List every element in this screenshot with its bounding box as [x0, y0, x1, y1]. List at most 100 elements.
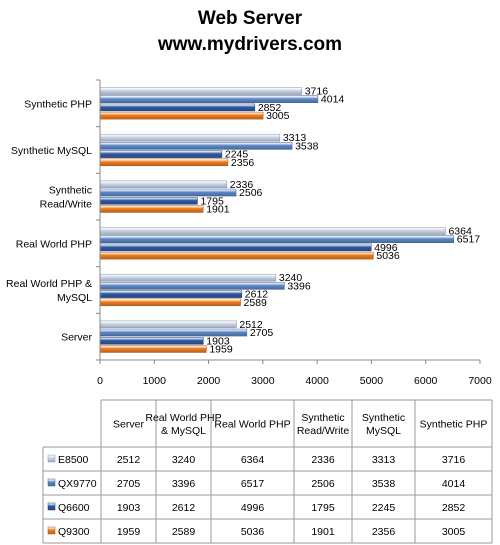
chart-title: Web Server www.mydrivers.com — [0, 6, 500, 58]
data-label: 2506 — [239, 187, 263, 199]
data-label: 2336 — [230, 179, 254, 191]
bar-q9300 — [99, 205, 204, 213]
data-label: 2245 — [225, 149, 249, 161]
category-label: MySQL — [57, 292, 92, 304]
table-column-header: Synthetic — [301, 412, 344, 424]
data-label: 2705 — [250, 327, 274, 339]
table-cell: 4014 — [442, 478, 466, 490]
data-label: 2512 — [239, 319, 263, 331]
chart-title-line-1: Web Server — [197, 8, 303, 29]
data-label: 6517 — [457, 234, 481, 246]
legend-swatch-q6600 — [47, 502, 56, 511]
bar-q9300 — [99, 345, 207, 353]
table-cell: 3005 — [442, 526, 466, 538]
category-label: Synthetic MySQL — [11, 145, 92, 157]
table-cell: 1901 — [311, 526, 335, 538]
x-tick-label: 7000 — [468, 375, 492, 387]
data-label: 3538 — [295, 140, 319, 152]
table-cell: 3240 — [172, 454, 196, 466]
table-cell: 2705 — [117, 478, 141, 490]
data-label: 1795 — [200, 195, 224, 207]
x-tick-label: 5000 — [360, 375, 384, 387]
x-tick-label: 4000 — [305, 375, 329, 387]
bar-e8500 — [99, 320, 237, 329]
bar-q9300 — [99, 251, 374, 260]
table-cell: 2852 — [442, 502, 466, 514]
legend-swatch-e8500 — [47, 454, 56, 463]
bar-e8500 — [99, 133, 281, 142]
bar-qx9770 — [99, 235, 455, 243]
data-label: 3313 — [283, 132, 307, 144]
table-cell: 6364 — [241, 454, 265, 466]
category-label: Real World PHP & — [6, 278, 92, 290]
table-column-header: Synthetic PHP — [420, 419, 488, 431]
bar-e8500 — [99, 180, 228, 189]
x-tick-label: 1000 — [143, 375, 167, 387]
data-label: 1903 — [206, 335, 230, 347]
bar-q6600 — [99, 197, 198, 205]
bar-q9300 — [99, 158, 229, 167]
data-label: 4996 — [374, 242, 398, 254]
table-cell: 3716 — [442, 454, 466, 466]
data-label: 1901 — [206, 203, 230, 215]
category-label: Real World PHP — [16, 238, 92, 250]
table-column-header: Synthetic — [362, 412, 405, 424]
data-label: 3005 — [266, 110, 290, 122]
data-label: 5036 — [376, 250, 400, 262]
table-cell: 2512 — [117, 454, 141, 466]
data-label: 2356 — [231, 157, 255, 169]
x-tick-label: 2000 — [197, 375, 221, 387]
table-column-header: Real World PHP — [214, 419, 290, 431]
category-label: Synthetic PHP — [24, 98, 92, 110]
category-label: Read/Write — [40, 199, 92, 211]
bar-q9300 — [99, 111, 264, 120]
bar-e8500 — [99, 227, 446, 235]
data-label: 3240 — [279, 272, 303, 284]
table-cell: 4996 — [241, 502, 265, 514]
legend-label: Q9300 — [58, 526, 90, 538]
data-label: 1959 — [209, 343, 233, 355]
table-cell: 2612 — [172, 502, 196, 514]
bar-q6600 — [99, 243, 372, 252]
table-column-header: Server — [113, 419, 144, 431]
bar-qx9770 — [99, 142, 293, 150]
x-tick-label: 6000 — [414, 375, 438, 387]
table-cell: 6517 — [241, 478, 265, 490]
x-tick-label: 3000 — [251, 375, 275, 387]
table-cell: 2336 — [311, 454, 335, 466]
legend-label: Q6600 — [58, 502, 90, 514]
bar-q6600 — [99, 337, 204, 345]
x-tick-label: 0 — [97, 375, 103, 387]
legend-swatch-q9300 — [47, 526, 56, 535]
data-label: 3396 — [287, 280, 311, 292]
legend-label: E8500 — [58, 454, 89, 466]
table-cell: 2245 — [372, 502, 396, 514]
table-cell: 3538 — [372, 478, 396, 490]
bar-qx9770 — [99, 95, 319, 103]
table-column-header: MySQL — [366, 425, 401, 437]
table-column-header: & MySQL — [161, 425, 206, 437]
bar-e8500 — [99, 87, 302, 95]
table-cell: 2356 — [372, 526, 396, 538]
bar-q6600 — [99, 150, 223, 158]
table-cell: 1795 — [311, 502, 335, 514]
data-label: 4014 — [321, 94, 345, 106]
table-cell: 2506 — [311, 478, 335, 490]
table-column-header: Real World PHP — [145, 412, 221, 424]
table-cell: 1959 — [117, 526, 141, 538]
table-cell: 3396 — [172, 478, 196, 490]
category-label: Server — [61, 332, 92, 344]
table-column-header: Read/Write — [297, 425, 349, 437]
table-cell: 3313 — [372, 454, 396, 466]
chart-title-line-2: www.mydrivers.com — [157, 34, 343, 55]
table-cell: 1903 — [117, 502, 141, 514]
data-label: 2589 — [244, 297, 268, 309]
bar-q6600 — [99, 290, 243, 298]
data-label: 3716 — [305, 86, 329, 98]
legend-label: QX9770 — [58, 478, 97, 490]
category-label: Synthetic — [49, 185, 92, 197]
table-cell: 5036 — [241, 526, 265, 538]
data-label: 2852 — [258, 102, 282, 114]
bar-e8500 — [99, 273, 277, 282]
